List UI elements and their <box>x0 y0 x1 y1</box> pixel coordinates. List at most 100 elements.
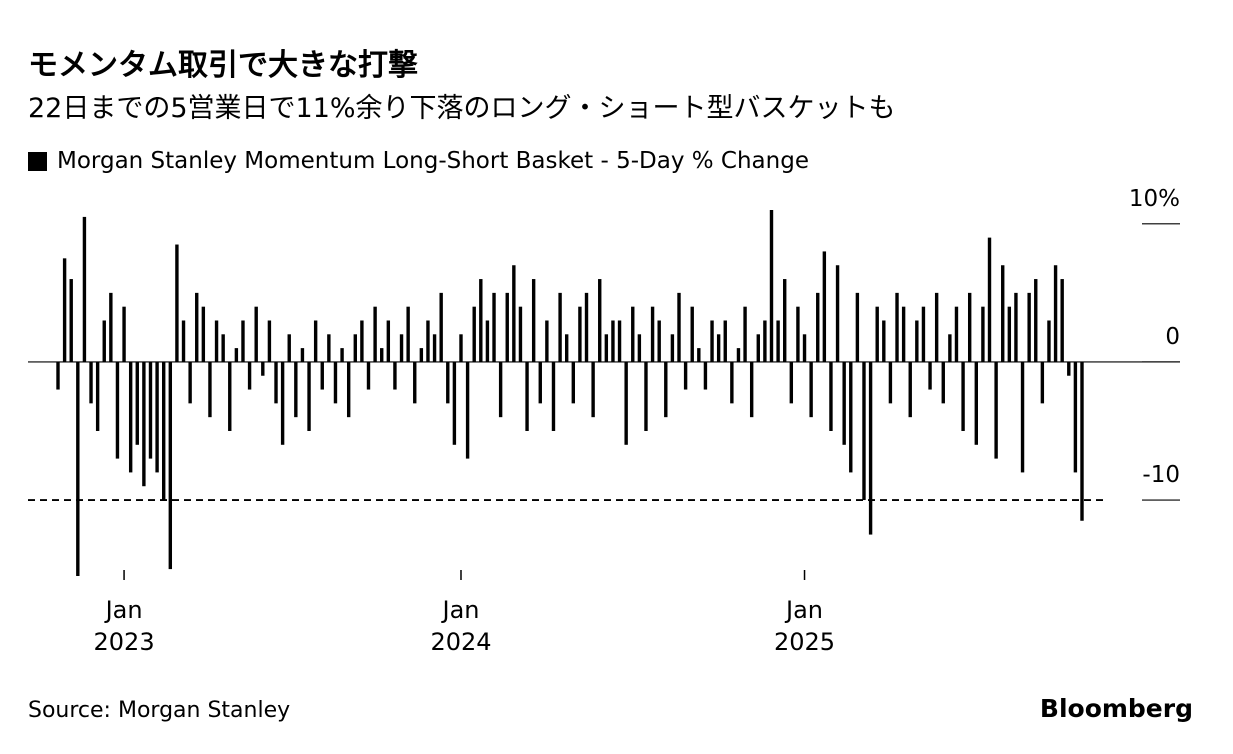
bar <box>882 320 886 362</box>
bar <box>327 334 331 362</box>
bar <box>677 292 681 362</box>
bar <box>247 361 252 390</box>
source: Source: Morgan Stanley <box>28 698 291 723</box>
bar <box>320 361 324 390</box>
bar <box>1027 292 1031 362</box>
bar <box>274 361 278 404</box>
bar <box>62 258 67 362</box>
bar <box>135 361 139 445</box>
bar <box>624 361 628 445</box>
bar <box>948 334 952 362</box>
bar <box>749 361 754 418</box>
bar <box>413 361 417 404</box>
bar <box>498 361 503 418</box>
bar <box>756 334 760 362</box>
bar <box>697 348 701 362</box>
bar <box>743 306 747 362</box>
bar <box>604 334 609 362</box>
bar <box>987 237 992 362</box>
bar <box>340 348 344 362</box>
bar <box>875 306 879 362</box>
bar <box>564 334 569 362</box>
bar <box>1073 361 1078 473</box>
bar <box>849 361 853 473</box>
bar <box>373 306 377 362</box>
bar <box>465 361 470 459</box>
bar <box>307 361 311 431</box>
bar <box>505 292 509 362</box>
bar <box>82 216 87 362</box>
bar <box>822 251 827 362</box>
bar <box>142 361 146 487</box>
bar <box>538 361 542 404</box>
bar <box>181 320 186 362</box>
bar <box>981 306 985 362</box>
bar <box>155 361 159 473</box>
bar <box>1007 306 1012 362</box>
bar <box>816 292 820 362</box>
bar <box>1001 265 1005 362</box>
bar <box>1020 361 1025 473</box>
bar <box>901 306 906 362</box>
bar <box>842 361 846 445</box>
bar <box>69 279 73 362</box>
bar <box>188 361 192 404</box>
bar <box>650 306 655 362</box>
bar <box>1053 265 1058 362</box>
bar <box>664 361 668 418</box>
bar <box>690 306 694 362</box>
bar <box>637 334 642 362</box>
bar <box>95 361 100 431</box>
legend-swatch <box>28 151 47 171</box>
bar <box>214 320 219 362</box>
bar <box>175 244 179 362</box>
bar <box>76 361 80 576</box>
bar <box>267 320 272 362</box>
bar <box>472 306 476 362</box>
bar <box>644 361 648 431</box>
bar <box>148 361 153 459</box>
bar <box>915 320 919 362</box>
bar <box>1060 279 1064 362</box>
bar <box>631 306 635 362</box>
legend: Morgan Stanley Momentum Long-Short Baske… <box>28 148 809 174</box>
bar <box>241 320 245 362</box>
bar <box>763 320 767 362</box>
bar <box>730 361 734 404</box>
y-tick-label: 10% <box>1129 186 1180 212</box>
bar <box>921 306 926 362</box>
bar <box>122 306 126 362</box>
bar <box>551 361 556 431</box>
bar <box>809 361 813 418</box>
bar <box>512 265 516 362</box>
bar <box>518 306 523 362</box>
bar <box>611 320 615 362</box>
bar <box>783 279 787 362</box>
bar <box>280 361 285 445</box>
bar <box>829 361 833 431</box>
bar <box>459 334 463 362</box>
y-tick-label: -10 <box>1142 462 1180 488</box>
bar <box>386 320 391 362</box>
bar <box>657 320 661 362</box>
bar <box>201 306 206 362</box>
bar <box>591 361 595 418</box>
bar <box>796 306 800 362</box>
bar <box>683 361 688 390</box>
bar <box>571 361 576 404</box>
y-tick-label: 0 <box>1165 324 1180 350</box>
subtitle: 22日までの5営業日で11%余り下落のロング・ショート型バスケットも <box>28 93 896 124</box>
bar <box>300 348 305 362</box>
bar <box>353 334 357 362</box>
bar <box>432 334 437 362</box>
bar <box>769 210 774 362</box>
bar <box>584 292 589 362</box>
bar <box>195 292 199 362</box>
bar <box>710 320 714 362</box>
bar <box>1047 320 1051 362</box>
bar <box>360 320 364 362</box>
bar <box>716 334 721 362</box>
bar <box>102 320 106 362</box>
